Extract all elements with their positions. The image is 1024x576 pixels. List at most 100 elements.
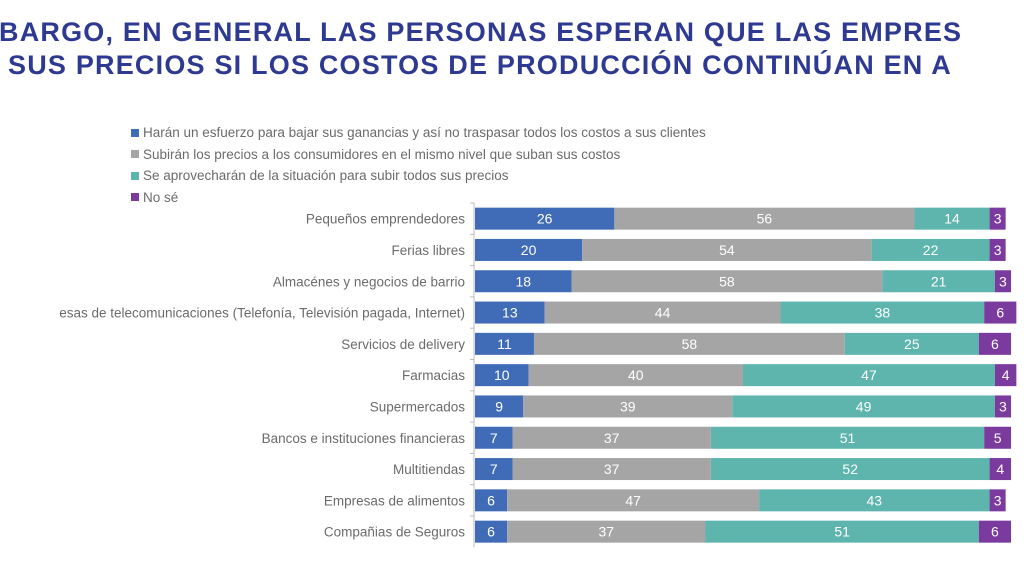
bar-segment	[989, 458, 1011, 481]
data-label: 47	[861, 367, 877, 383]
category-label: Multitiendas	[393, 462, 465, 477]
bar-segment	[989, 489, 1006, 512]
bar-segment	[994, 364, 1017, 387]
bar-segment	[544, 301, 781, 324]
category-label: Servicios de delivery	[341, 337, 465, 352]
data-label: 11	[497, 336, 512, 352]
category-label: Compañias de Seguros	[324, 525, 465, 540]
bar-segment	[984, 426, 1011, 449]
bar-segment	[507, 489, 760, 512]
legend-label: Se aprovecharán de la situación para sub…	[143, 168, 509, 184]
data-label: 6	[991, 524, 999, 540]
data-label: 51	[840, 430, 856, 446]
bar-segment	[475, 395, 524, 418]
bar-segment	[475, 332, 534, 355]
bar-segment	[475, 207, 615, 230]
category-label: Ferias libres	[391, 243, 465, 258]
bar-segment	[475, 364, 529, 387]
data-label: 40	[628, 367, 644, 383]
data-label: 13	[502, 305, 518, 321]
data-label: 26	[537, 211, 553, 227]
bar-segment	[507, 520, 706, 543]
data-label: 58	[682, 336, 698, 352]
legend-item: Subirán los precios a los consumidores e…	[131, 144, 706, 166]
data-label: 6	[991, 336, 999, 352]
bar-segment	[475, 426, 513, 449]
bar-segment	[780, 301, 985, 324]
data-label: 3	[994, 242, 1002, 258]
bar-segment	[743, 364, 995, 387]
category-label: Almacénes y negocios de barrio	[273, 274, 465, 289]
legend-label: Subirán los precios a los consumidores e…	[143, 146, 621, 162]
data-label: 39	[620, 398, 636, 414]
data-label: 6	[487, 492, 495, 508]
bar-segment	[914, 207, 990, 230]
bar-segment	[571, 270, 883, 293]
bar-segment	[871, 238, 990, 261]
bar-segment	[475, 238, 583, 261]
data-label: 4	[1002, 367, 1010, 383]
data-label: 37	[604, 430, 620, 446]
bar-segment	[705, 520, 979, 543]
legend-label: No sé	[143, 189, 179, 205]
legend-swatch	[131, 193, 139, 202]
data-label: 51	[834, 524, 850, 540]
category-label: Supermercados	[370, 399, 466, 414]
category-label: Bancos e instituciones financieras	[262, 431, 466, 446]
bar-segment	[475, 489, 508, 512]
data-label: 6	[487, 524, 495, 540]
legend-swatch	[131, 128, 139, 137]
data-label: 43	[867, 492, 883, 508]
legend-swatch	[131, 171, 139, 180]
data-label: 52	[842, 461, 858, 477]
data-label: 7	[490, 461, 498, 477]
data-label: 38	[875, 305, 891, 321]
bar-segment	[882, 270, 995, 293]
legend-item: Harán un esfuerzo para bajar sus gananci…	[131, 122, 706, 144]
bar-segment	[984, 301, 1017, 324]
data-label: 44	[655, 305, 671, 321]
bar-segment	[475, 301, 545, 324]
bar-segment	[732, 395, 995, 418]
data-label: 10	[494, 367, 510, 383]
bar-segment	[512, 426, 711, 449]
bar-segment	[759, 489, 990, 512]
data-label: 21	[931, 273, 947, 289]
legend-item: No sé	[131, 187, 706, 209]
data-label: 37	[604, 461, 620, 477]
bar-segment	[710, 458, 990, 481]
legend-label: Harán un esfuerzo para bajar sus gananci…	[143, 125, 706, 141]
data-label: 37	[599, 524, 615, 540]
data-label: 58	[719, 273, 735, 289]
title-line-2: SUS PRECIOS SI LOS COSTOS DE PRODUCCIÓN …	[8, 50, 952, 80]
data-label: 18	[515, 273, 531, 289]
bar-segment	[533, 332, 845, 355]
bar-segment	[614, 207, 915, 230]
bar-segment	[994, 270, 1011, 293]
bar-segment	[528, 364, 743, 387]
data-label: 9	[495, 398, 503, 414]
data-label: 4	[996, 461, 1004, 477]
data-label: 3	[994, 492, 1002, 508]
bar-segment	[512, 458, 711, 481]
data-label: 6	[996, 305, 1004, 321]
bar-segment	[523, 395, 733, 418]
bar-segment	[978, 520, 1011, 543]
data-label: 49	[856, 398, 872, 414]
bar-segment	[475, 458, 513, 481]
title-line-1: BARGO, EN GENERAL LAS PERSONAS ESPERAN Q…	[0, 17, 963, 47]
data-label: 47	[625, 492, 641, 508]
data-label: 5	[994, 430, 1002, 446]
data-label: 7	[490, 430, 498, 446]
data-label: 54	[719, 242, 735, 258]
bar-segment	[989, 238, 1006, 261]
bar-segment	[994, 395, 1011, 418]
bar-segment	[475, 520, 508, 543]
legend-swatch	[131, 150, 139, 159]
bar-segment	[978, 332, 1011, 355]
data-label: 14	[944, 211, 960, 227]
data-label: 25	[904, 336, 920, 352]
data-label: 20	[521, 242, 537, 258]
bar-segment	[989, 207, 1006, 230]
